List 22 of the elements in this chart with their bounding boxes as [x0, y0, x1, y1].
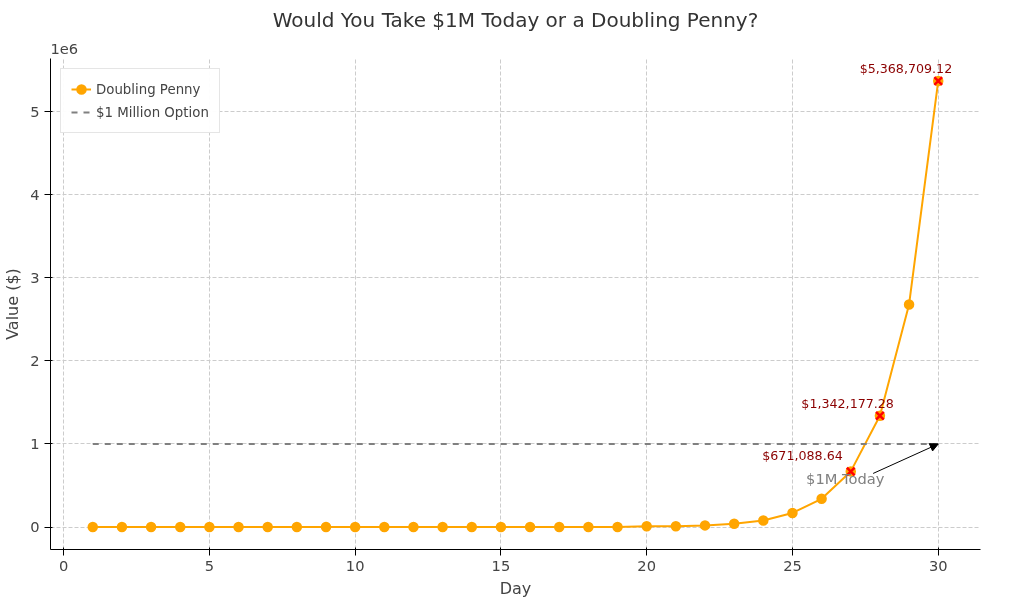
x-tick-label: 15: [491, 556, 511, 574]
text: 1e6: [50, 39, 79, 57]
y-tick-label: 0: [30, 518, 40, 536]
x-axis-title: Day: [499, 578, 532, 598]
annotation: $5,368,709.12: [859, 60, 953, 76]
x-tick-label: 10: [345, 556, 365, 574]
y-tick-label: 2: [30, 351, 40, 369]
legend-label: $1 Million Option: [96, 104, 209, 120]
annotation: $671,088.64: [762, 448, 843, 464]
x-tick-label: 25: [783, 556, 802, 574]
annotation: $1M Today: [806, 469, 885, 487]
y-tick-label: 4: [30, 185, 40, 203]
x-tick-label: 0: [58, 556, 69, 574]
y-tick-label: 3: [30, 268, 40, 286]
x-tick-label: 20: [637, 556, 657, 574]
y-axis-title: Value ($): [3, 268, 23, 340]
x-tick-label: 5: [204, 556, 215, 574]
y-tick-label: 5: [30, 102, 40, 120]
y-tick-label: 1: [30, 434, 40, 452]
x-tick-label: 30: [928, 556, 948, 574]
chart-title: Would You Take $1M Today or a Doubling Penny?: [272, 7, 759, 32]
legend-label: Doubling Penny: [96, 81, 201, 97]
